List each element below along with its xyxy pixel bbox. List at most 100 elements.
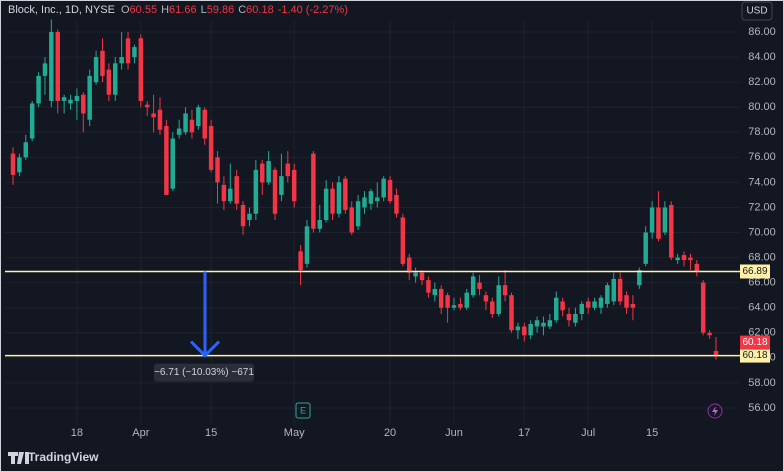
candle-body (311, 153, 316, 229)
y-tick-label: 64.00 (748, 302, 776, 314)
candle-body (713, 350, 719, 356)
candle-body (643, 232, 648, 264)
candle-body (394, 194, 399, 214)
header: Block, Inc., 1D, NYSE O60.55 H61.66 L59.86 C… (8, 4, 348, 16)
candle-body (317, 219, 323, 229)
currency-button[interactable] (741, 1, 773, 21)
candle-body (700, 282, 706, 333)
candle-body (470, 276, 476, 296)
candle-body (106, 69, 112, 95)
change-pct: (-2.27%) (306, 4, 348, 16)
event-marker[interactable] (707, 403, 723, 419)
candle-body (585, 301, 591, 308)
y-tick-label: 82.00 (748, 76, 776, 88)
candle-body (509, 295, 514, 331)
y-tick-label: 58.00 (748, 377, 776, 389)
y-tick-label: 78.00 (748, 126, 776, 138)
field-label: L (201, 4, 207, 16)
x-tick-label: May (284, 427, 305, 439)
candle-body (566, 313, 572, 321)
candle-body (87, 75, 92, 120)
candle-body (426, 280, 431, 293)
measure-box (154, 363, 254, 382)
earnings-marker-icon: E (300, 405, 306, 415)
candle-body (675, 257, 680, 261)
candle-body (662, 207, 668, 233)
symbol: Block, Inc., 1D, NYSE (8, 4, 115, 16)
candle-body (432, 288, 438, 296)
candle-body (189, 119, 195, 133)
x-tick-label: 15 (205, 427, 217, 439)
x-tick-label: Apr (132, 427, 149, 439)
candle-body (170, 138, 176, 189)
candle-body (49, 32, 54, 101)
candle-body (483, 295, 489, 302)
candle-body (464, 292, 469, 308)
candle-body (240, 204, 246, 227)
field-label: C (238, 4, 246, 16)
candle-body (534, 320, 540, 327)
candle-body (438, 288, 444, 308)
candle-body (579, 303, 585, 314)
candle-body (458, 303, 463, 308)
candle-body (221, 184, 227, 202)
candle-body (413, 272, 418, 277)
x-tick-label: 17 (518, 427, 530, 439)
earnings-marker[interactable] (295, 402, 311, 419)
candle-body (502, 285, 508, 296)
change: -1.40 (278, 4, 303, 16)
x-tick-label: 15 (646, 427, 658, 439)
candle-body (138, 38, 144, 101)
candle-body (387, 179, 393, 202)
candle-body (215, 157, 220, 183)
y-tick-label: 56.00 (748, 402, 776, 414)
price-tag (740, 264, 770, 279)
marks (10, 19, 719, 360)
currency: USD (746, 6, 767, 17)
candle-body (266, 161, 271, 183)
candle-body (61, 97, 67, 101)
candle-body (669, 204, 674, 258)
candle-body (272, 169, 278, 214)
candle-body (10, 153, 16, 175)
candle-body (592, 301, 597, 308)
candle-body (164, 126, 169, 195)
candle-body (406, 257, 412, 273)
y-tick-label: 74.00 (748, 176, 776, 188)
candle-body (617, 278, 623, 302)
candle-body (253, 169, 259, 214)
candle-body (176, 128, 182, 135)
y-tick-label: 68.00 (748, 251, 776, 263)
candle-body (445, 295, 450, 308)
candle-body (93, 57, 99, 83)
candle-body (29, 103, 35, 139)
last-price-tag (740, 335, 770, 350)
candle-body (196, 107, 201, 127)
candle-body (125, 38, 131, 64)
candle-body (151, 113, 156, 118)
y-tick-label: 86.00 (748, 26, 776, 38)
candle-body (183, 113, 188, 133)
candle-body (260, 163, 265, 183)
field-label: H (161, 4, 169, 16)
price-tag-label: 60.18 (742, 350, 767, 361)
candle-body (144, 104, 150, 108)
candle-body (598, 297, 604, 308)
y-tick-label: 76.00 (748, 151, 776, 163)
candle-body (81, 94, 86, 114)
grid: 56.0058.0060.0062.0064.0066.0068.0070.00… (5, 20, 776, 439)
field-value: 61.66 (169, 4, 197, 16)
candle-body (330, 188, 335, 214)
candle-body (649, 207, 655, 233)
candle-body (119, 57, 124, 64)
measure-arrowhead (189, 340, 221, 358)
candle-body (681, 255, 687, 261)
field-label: O (121, 4, 130, 16)
x-tick-label: Jun (445, 427, 463, 439)
y-tick-label: 84.00 (748, 51, 776, 63)
candle-body (349, 207, 354, 233)
candle-body (611, 278, 616, 302)
candle-body (355, 201, 361, 227)
x-tick-label: 20 (384, 427, 396, 439)
